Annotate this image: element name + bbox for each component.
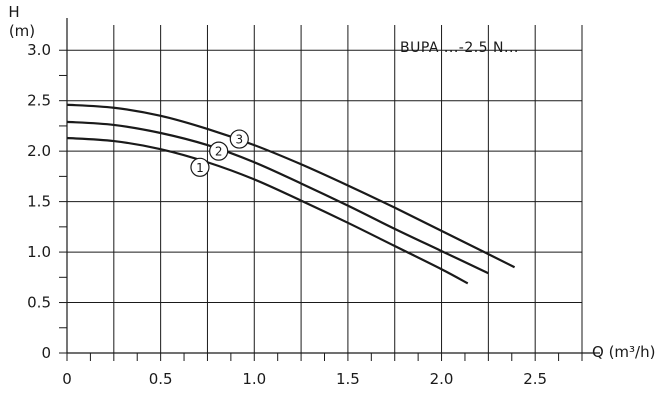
x-tick-label: 2.5 (523, 370, 547, 388)
y-tick-label: 2.5 (27, 92, 51, 110)
y-tick-label: 3.0 (27, 41, 51, 59)
x-tick-label: 2.0 (430, 370, 454, 388)
y-axis-unit: (m) (9, 22, 35, 40)
y-tick-label: 0.5 (27, 294, 51, 312)
x-axis-label: Q (m³/h) (592, 343, 655, 361)
curves (66, 103, 516, 285)
y-tick-label: 1.5 (27, 193, 51, 211)
axes (59, 18, 600, 361)
model-label: BUPA ...-2.5 N... (400, 40, 519, 56)
curve-label-1: 1 (196, 161, 204, 175)
curve-label-circle-2 (209, 141, 229, 161)
y-axis-label: H (8, 3, 19, 21)
grid (67, 25, 583, 353)
curve-label-3: 3 (235, 133, 243, 147)
y-tick-label: 0 (41, 344, 51, 362)
y-tick-label: 1.0 (27, 243, 51, 261)
series-line-3 (66, 103, 516, 269)
labels: 0 0.5 1.0 1.5 2.0 2.5 3.0 0 0.5 1.0 1.5 2.0 2.5 H(m) Q… (8, 3, 655, 388)
curve-label-2: 2 (215, 145, 223, 159)
curve-label-circle-1 (190, 157, 210, 177)
series-line-2 (66, 120, 489, 275)
series-line-1 (66, 136, 469, 285)
x-tick-label: 1.0 (242, 370, 266, 388)
x-tick-label: 1.5 (336, 370, 360, 388)
x-tick-label: 0 (62, 370, 72, 388)
x-tick-label: 0.5 (149, 370, 173, 388)
curve-label-circle-3 (229, 129, 249, 149)
y-tick-label: 2.0 (27, 142, 51, 160)
